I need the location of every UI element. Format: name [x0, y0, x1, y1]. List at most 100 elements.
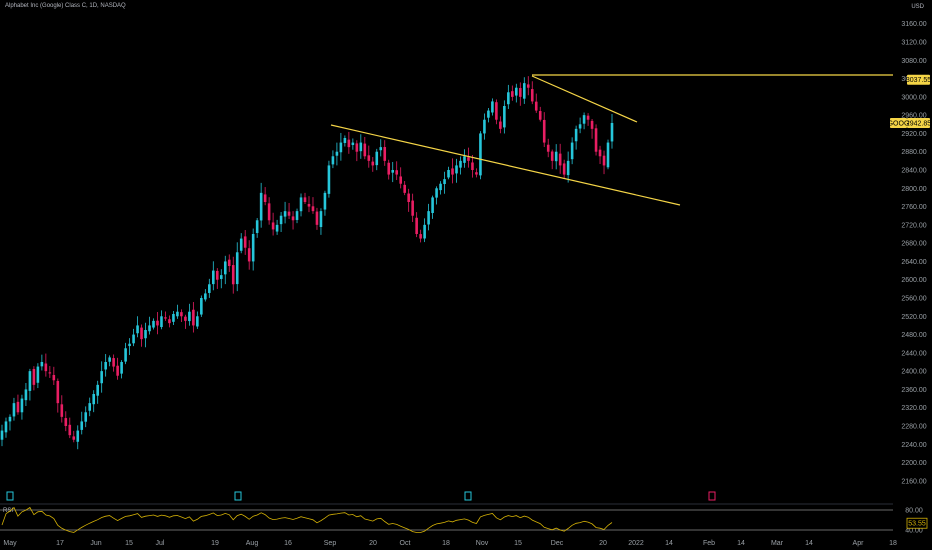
candle-body	[570, 142, 574, 160]
rsi-line	[1, 506, 613, 533]
candle-body	[379, 147, 383, 151]
candle-body	[275, 224, 279, 232]
candle-body	[574, 128, 578, 142]
candle-body	[554, 151, 558, 162]
candle-body	[323, 192, 327, 210]
candle-body	[538, 111, 542, 120]
candle-body	[331, 156, 335, 165]
candle-body	[128, 343, 131, 347]
candle-body	[295, 211, 299, 220]
candle-body	[200, 298, 203, 315]
candle-body	[255, 220, 259, 233]
candle-body	[411, 200, 414, 216]
high-price-label: 3037.55	[906, 77, 931, 84]
candle-body	[475, 172, 478, 175]
ticker-badge-bg	[890, 117, 907, 128]
candle-body	[176, 311, 179, 317]
candle-body	[168, 319, 171, 324]
candle-body	[24, 389, 28, 401]
candle-body	[391, 170, 395, 173]
candle-body	[351, 142, 355, 146]
currency-label: USD	[911, 4, 924, 10]
candle-body	[546, 144, 550, 152]
candle-body	[180, 312, 183, 317]
candle-body	[459, 160, 462, 168]
candle-body	[455, 165, 458, 174]
trendlines-group	[330, 74, 893, 206]
candle-body	[602, 155, 606, 166]
candle-body	[16, 401, 20, 413]
candle-body	[566, 160, 570, 176]
last-price-label: 2942.85	[906, 120, 931, 127]
candle-body	[315, 211, 319, 225]
candle-body	[243, 236, 247, 248]
time-tick-label: Dec	[551, 540, 564, 547]
candle-body	[503, 106, 506, 128]
candle-body	[36, 366, 40, 383]
candle-body	[586, 115, 590, 120]
candle-body	[542, 119, 546, 143]
candle-body	[204, 293, 207, 300]
candle-body	[431, 197, 434, 214]
candle-body	[247, 248, 251, 262]
candle-body	[522, 83, 526, 99]
candle-body	[383, 147, 387, 161]
candle-body	[96, 384, 99, 396]
event-flags	[6, 491, 716, 501]
time-tick-label: 14	[805, 540, 813, 547]
last-price-label-bg	[907, 117, 930, 128]
candle-body	[519, 88, 522, 97]
earnings-flag-icon[interactable]	[6, 491, 14, 501]
candle-body	[108, 357, 111, 362]
price-axis: 3160.003120.003080.003040.003000.002960.…	[901, 21, 926, 485]
candle-body	[120, 362, 123, 374]
time-tick-label: 16	[284, 540, 292, 547]
candle-body	[526, 84, 530, 88]
candle-body	[231, 265, 235, 285]
time-tick-label: 2022	[628, 540, 644, 547]
candle-body	[8, 416, 12, 422]
candle-body	[32, 368, 36, 385]
chart-title: Alphabet Inc (Google) Class C, 1D, NASDA…	[5, 3, 126, 9]
candle-body	[100, 371, 103, 384]
price-tick-label: 3120.00	[901, 40, 926, 47]
candle-body	[355, 143, 359, 152]
time-tick-label: 20	[369, 540, 377, 547]
price-tick-label: 2680.00	[901, 241, 926, 248]
earnings-flag-icon[interactable]	[234, 491, 242, 501]
candle-body	[590, 120, 594, 129]
time-tick-label: Nov	[476, 540, 489, 547]
rsi-label: RSI	[3, 508, 14, 514]
earnings-flag-icon[interactable]	[464, 491, 472, 501]
time-tick-label: 14	[737, 540, 745, 547]
time-tick-label: Aug	[246, 540, 259, 547]
candle-body	[0, 430, 4, 440]
candle-body	[479, 133, 482, 176]
price-tick-label: 2280.00	[901, 424, 926, 431]
candle-body	[76, 430, 80, 442]
candle-body	[28, 371, 32, 391]
time-tick-label: May	[3, 540, 17, 547]
lower-support-trendline[interactable]	[330, 124, 681, 206]
price-tick-label: 3080.00	[901, 58, 926, 65]
time-axis: May 17 Jun 15 Jul 19 Aug 16 Sep 20 Oct 18 Nov 15 Dec 20…	[3, 540, 897, 547]
candle-body	[124, 348, 127, 362]
time-tick-label: 15	[514, 540, 522, 547]
candle-body	[132, 334, 135, 344]
candle-body	[279, 215, 283, 225]
price-tick-label: 2880.00	[901, 149, 926, 156]
high-price-label-bg	[907, 74, 930, 85]
candle-body	[487, 110, 490, 118]
candle-body	[219, 275, 223, 279]
candle-body	[267, 203, 271, 221]
candle-body	[208, 284, 211, 293]
price-tick-label: 2760.00	[901, 204, 926, 211]
candle-body	[144, 330, 147, 339]
candle-body	[184, 316, 187, 321]
earnings-flag-icon[interactable]	[708, 491, 716, 501]
price-tick-label: 2600.00	[901, 277, 926, 284]
time-tick-label: 17	[56, 540, 64, 547]
upper-resistance-trendline[interactable]	[531, 75, 638, 123]
